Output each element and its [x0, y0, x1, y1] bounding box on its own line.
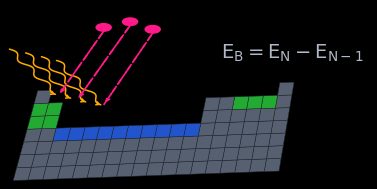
Polygon shape	[31, 103, 49, 116]
Polygon shape	[244, 108, 261, 122]
Polygon shape	[108, 139, 126, 152]
Polygon shape	[137, 138, 155, 151]
Polygon shape	[75, 152, 93, 166]
Polygon shape	[201, 110, 218, 123]
Polygon shape	[64, 140, 82, 153]
Polygon shape	[239, 134, 256, 147]
Polygon shape	[45, 103, 63, 116]
Polygon shape	[57, 166, 75, 179]
Polygon shape	[256, 121, 273, 134]
Polygon shape	[273, 108, 290, 121]
Polygon shape	[198, 123, 215, 136]
Polygon shape	[205, 160, 222, 174]
Polygon shape	[259, 108, 275, 121]
Polygon shape	[38, 128, 56, 142]
Polygon shape	[155, 124, 172, 138]
Polygon shape	[213, 122, 230, 136]
Polygon shape	[97, 126, 114, 139]
Polygon shape	[234, 159, 252, 173]
Polygon shape	[111, 126, 129, 139]
Polygon shape	[218, 97, 234, 110]
Circle shape	[123, 18, 138, 26]
Polygon shape	[34, 90, 52, 104]
Polygon shape	[254, 133, 271, 147]
Polygon shape	[105, 151, 123, 165]
Polygon shape	[178, 149, 196, 162]
Polygon shape	[181, 136, 198, 149]
Polygon shape	[176, 161, 193, 175]
Polygon shape	[24, 129, 42, 142]
Polygon shape	[230, 109, 247, 122]
Polygon shape	[210, 135, 227, 148]
Polygon shape	[190, 161, 208, 174]
Polygon shape	[250, 159, 267, 172]
Polygon shape	[131, 163, 149, 176]
Polygon shape	[79, 139, 97, 153]
Polygon shape	[225, 135, 242, 148]
Polygon shape	[264, 158, 281, 172]
Polygon shape	[120, 151, 137, 164]
Polygon shape	[53, 128, 70, 141]
Polygon shape	[20, 142, 38, 155]
Polygon shape	[17, 154, 35, 168]
Polygon shape	[46, 153, 64, 167]
Polygon shape	[275, 95, 292, 108]
Polygon shape	[161, 162, 178, 175]
Polygon shape	[61, 153, 79, 166]
Polygon shape	[116, 163, 134, 177]
Polygon shape	[169, 124, 186, 137]
Polygon shape	[247, 96, 263, 109]
Polygon shape	[146, 163, 164, 176]
Polygon shape	[93, 139, 111, 152]
Circle shape	[96, 24, 111, 31]
Polygon shape	[72, 165, 90, 178]
Polygon shape	[164, 149, 181, 163]
Polygon shape	[242, 121, 259, 135]
Polygon shape	[149, 150, 166, 163]
Polygon shape	[31, 154, 49, 167]
Polygon shape	[237, 147, 254, 160]
Polygon shape	[35, 141, 53, 154]
Polygon shape	[13, 167, 31, 180]
Polygon shape	[67, 127, 85, 140]
Polygon shape	[227, 122, 244, 135]
Polygon shape	[261, 95, 277, 108]
Polygon shape	[126, 125, 143, 139]
Polygon shape	[140, 125, 158, 138]
Polygon shape	[269, 133, 285, 146]
Polygon shape	[252, 146, 269, 159]
Polygon shape	[193, 148, 210, 161]
Polygon shape	[102, 164, 120, 177]
Polygon shape	[267, 146, 283, 159]
Polygon shape	[222, 147, 239, 160]
Polygon shape	[277, 82, 294, 95]
Circle shape	[145, 26, 160, 33]
Polygon shape	[152, 137, 169, 150]
Polygon shape	[42, 115, 60, 129]
Polygon shape	[196, 136, 213, 149]
Polygon shape	[27, 116, 45, 129]
Polygon shape	[82, 127, 100, 140]
Polygon shape	[204, 97, 220, 111]
Text: $\mathrm{E_B = E_N - E_{N-1}}$: $\mathrm{E_B = E_N - E_{N-1}}$	[221, 42, 363, 64]
Polygon shape	[49, 140, 67, 154]
Polygon shape	[166, 136, 184, 150]
Polygon shape	[271, 120, 288, 133]
Polygon shape	[134, 150, 152, 163]
Polygon shape	[123, 138, 140, 151]
Polygon shape	[43, 166, 61, 179]
Polygon shape	[90, 152, 108, 165]
Polygon shape	[220, 160, 237, 173]
Polygon shape	[184, 123, 201, 136]
Polygon shape	[87, 165, 105, 178]
Polygon shape	[208, 148, 225, 161]
Polygon shape	[232, 96, 249, 110]
Polygon shape	[28, 167, 46, 180]
Polygon shape	[215, 110, 232, 123]
